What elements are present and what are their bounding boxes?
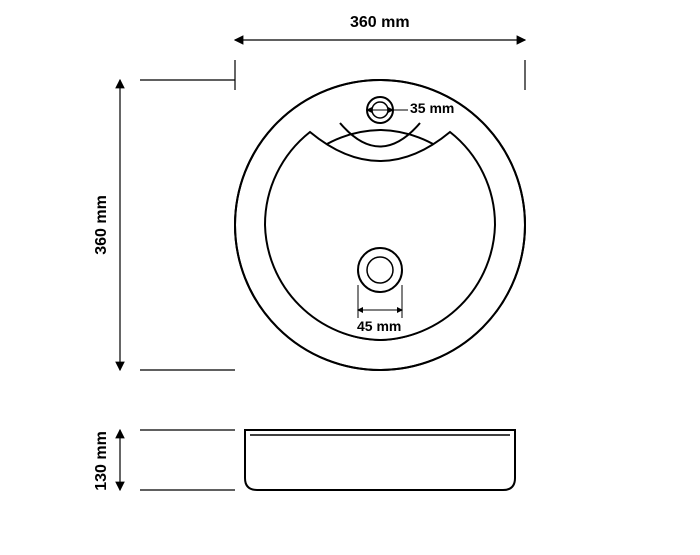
dim-width-label: 360 mm	[350, 14, 410, 32]
diagram-canvas: 360 mm 360 mm 130 mm 35 mm 45 mm	[0, 0, 700, 550]
dim-drain-label: 45 mm	[357, 318, 401, 334]
basin-outline	[265, 132, 495, 340]
dim-depth-label: 130 mm	[93, 431, 111, 491]
dim-height-label: 360 mm	[93, 195, 111, 255]
dim-depth	[120, 430, 235, 490]
drain-outer	[358, 248, 402, 292]
side-outer	[245, 430, 515, 490]
side-view	[245, 430, 515, 490]
dim-taphole-label: 35 mm	[410, 100, 454, 116]
dim-height	[120, 80, 235, 370]
dim-width	[235, 40, 525, 90]
